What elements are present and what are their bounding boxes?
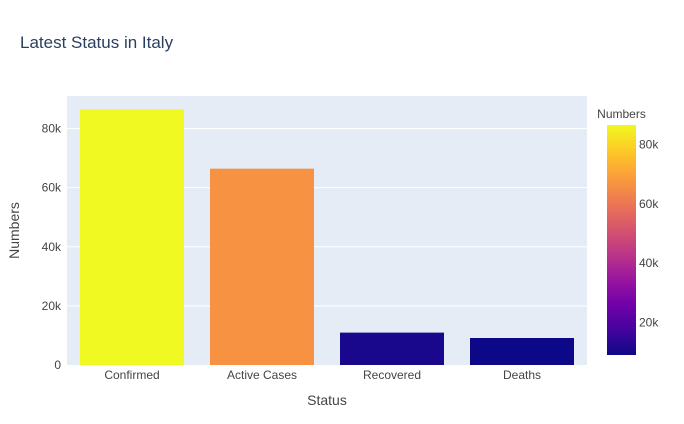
y-axis-ticks: 0 20k 40k 60k 80k <box>42 122 62 372</box>
bar-deaths[interactable] <box>470 337 574 365</box>
x-tick-label: Recovered <box>363 368 421 382</box>
colorbar-ticks: 20k 40k 60k 80k <box>639 137 659 329</box>
y-tick-label: 20k <box>42 299 62 313</box>
colorbar-title: Numbers <box>597 107 646 121</box>
bar-active-cases[interactable] <box>210 168 314 365</box>
x-axis-title: Status <box>307 392 347 408</box>
x-tick-label: Active Cases <box>227 368 297 382</box>
y-tick-label: 40k <box>42 240 62 254</box>
x-tick-label: Deaths <box>503 368 541 382</box>
colorbar-tick-label: 40k <box>639 256 659 270</box>
y-tick-label: 60k <box>42 181 62 195</box>
y-tick-label: 80k <box>42 122 62 136</box>
y-axis-title: Numbers <box>6 202 22 259</box>
colorbar-tick-label: 80k <box>639 137 659 151</box>
x-axis-ticks: Confirmed Active Cases Recovered Deaths <box>104 368 541 382</box>
bar-confirmed[interactable] <box>80 109 184 366</box>
bar-recovered[interactable] <box>340 332 444 365</box>
colorbar-tick-label: 20k <box>639 316 659 330</box>
y-tick-label: 0 <box>54 358 61 372</box>
bars <box>80 109 574 366</box>
colorbar-tick-label: 60k <box>639 197 659 211</box>
colorbar <box>607 125 636 355</box>
x-tick-label: Confirmed <box>104 368 159 382</box>
chart-title: Latest Status in Italy <box>20 33 174 52</box>
